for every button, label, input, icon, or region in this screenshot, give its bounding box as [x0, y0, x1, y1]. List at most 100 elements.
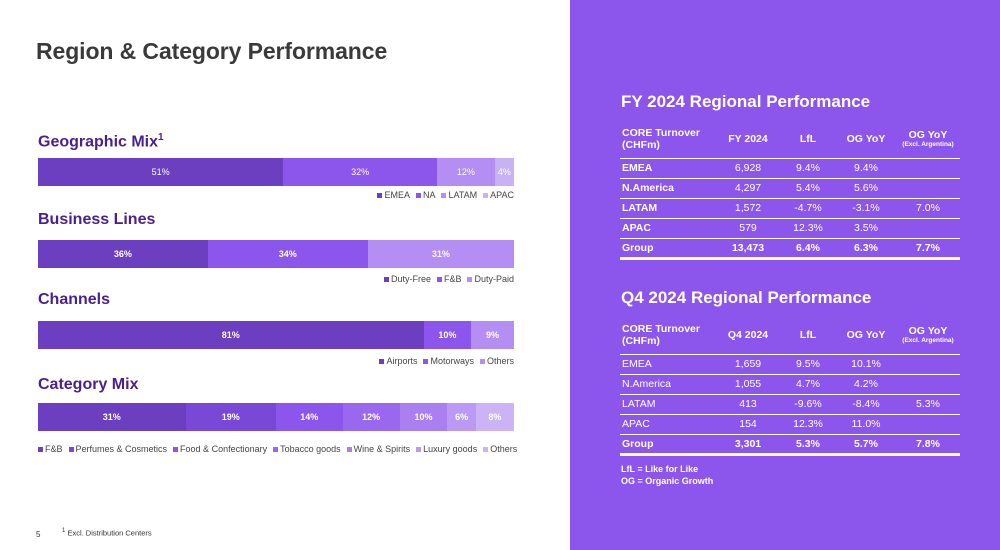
geographic-mix-legend: EMEA NA LATAM APAC: [377, 190, 514, 200]
table-row: LATAM 1,572 -4.7% -3.1% 7.0%: [620, 198, 960, 219]
cell-og-excl: [896, 414, 960, 435]
bar-segment-perfumes-cosmetics: 19%: [185, 403, 276, 431]
q4-performance-table: CORE Turnover (CHFm) Q4 2024 LfL OG YoY …: [620, 316, 960, 456]
geographic-mix-title: Geographic Mix1: [38, 132, 164, 151]
data-label: 4%: [497, 167, 511, 177]
cell-og: 4.2%: [836, 374, 896, 395]
legend-label: APAC: [490, 190, 514, 200]
cell-lfl: 9.5%: [780, 354, 836, 375]
q4-header-og: OG YoY: [846, 328, 886, 341]
fy-header-og-excl: OG YoY (Excl. Argentina): [896, 120, 960, 158]
legend-label: Food & Confectionary: [180, 444, 268, 454]
legend-item: Duty-Paid: [467, 274, 514, 284]
legend-label: Others: [486, 356, 514, 366]
legend-swatch: [273, 446, 279, 452]
cell-og: 11.0%: [836, 414, 896, 435]
cell-og: -3.1%: [836, 198, 896, 219]
cell-turnover: 4,297: [716, 178, 780, 199]
fy-header-og: OG YoY: [846, 132, 886, 145]
cell-og: 9.4%: [836, 158, 896, 179]
cell-lfl: 12.3%: [780, 414, 836, 435]
bar-segment-latam: 12%: [437, 158, 495, 186]
table-row: APAC 154 12.3% 11.0%: [620, 414, 960, 435]
cell-lfl: 4.7%: [780, 374, 836, 395]
cell-lfl: -9.6%: [780, 394, 836, 415]
category-mix-bar: 31% 19% 14% 12% 10% 6% 8%: [38, 403, 514, 431]
legend-label: F&B: [443, 274, 462, 284]
table-row: N.America 1,055 4.7% 4.2%: [620, 374, 960, 395]
page-title: Region & Category Performance: [36, 38, 388, 64]
legend-item: Others: [483, 444, 517, 454]
cell-turnover: 154: [716, 414, 780, 435]
legend-swatch: [68, 446, 74, 452]
cell-turnover: 413: [716, 394, 780, 415]
cell-region: N.America: [620, 178, 716, 199]
cell-og: 3.5%: [836, 218, 896, 239]
fy-header-lfl: LfL: [799, 132, 817, 145]
cell-turnover: 13,473: [716, 238, 780, 260]
fy-table-body: EMEA 6,928 9.4% 9.4% N.America 4,297 5.4% 5.6% L…: [620, 158, 960, 260]
bar-segment-f-b: 34%: [207, 240, 368, 268]
bar-segment-luxury-goods: 6%: [447, 403, 476, 431]
legend-label: Luxury goods: [423, 444, 478, 454]
cell-region: EMEA: [620, 354, 716, 375]
legend-swatch: [38, 446, 43, 452]
q4-table-body: EMEA 1,659 9.5% 10.1% N.America 1,055 4.7% 4.2%…: [620, 354, 960, 456]
cell-region: N.America: [620, 374, 716, 395]
legend-label: Others: [490, 444, 518, 454]
bar-segment-motorways: 10%: [423, 321, 472, 349]
legend-item: LATAM: [441, 190, 477, 200]
q4-table-title: Q4 2024 Regional Performance: [621, 288, 872, 307]
cell-lfl: 12.3%: [780, 218, 836, 239]
legend-swatch: [483, 446, 489, 452]
q4-header-turnover: Q4 2024: [727, 328, 769, 341]
legend-swatch: [416, 446, 422, 452]
data-label: 14%: [300, 412, 319, 422]
legend-label: NA: [422, 190, 436, 200]
legend-label: Wine & Spirits: [353, 444, 411, 454]
cell-lfl: 5.4%: [780, 178, 836, 199]
fy-header-og-excl-sub: (Excl. Argentina): [902, 141, 954, 149]
cell-og-excl: [896, 374, 960, 395]
data-label: 81%: [221, 330, 240, 340]
q4-header-og-excl: OG YoY (Excl. Argentina): [896, 316, 960, 354]
channels-bar: 81% 10% 9%: [38, 321, 514, 349]
bar-segment-food-confectionary: 14%: [275, 403, 343, 431]
legend-swatch: [441, 192, 447, 198]
legend-swatch: [483, 192, 489, 198]
legend-swatch: [479, 358, 485, 364]
data-label: 31%: [102, 412, 121, 422]
data-label: 12%: [362, 412, 381, 422]
cell-og: 5.6%: [836, 178, 896, 199]
bar-segment-apac: 4%: [494, 158, 514, 186]
data-label: 12%: [456, 167, 475, 177]
note-lfl: LfL = Like for Like: [621, 464, 699, 474]
cell-og-excl: 7.7%: [896, 238, 960, 260]
legend-label: Airports: [386, 356, 418, 366]
bar-segment-na: 32%: [283, 158, 438, 186]
data-label: 8%: [488, 412, 502, 422]
legend-swatch: [423, 358, 429, 364]
legend-label: F&B: [45, 444, 63, 454]
legend-item: APAC: [483, 190, 514, 200]
table-row: N.America 4,297 5.4% 5.6%: [620, 178, 960, 199]
footnote-mark: 1: [62, 528, 66, 534]
table-row: EMEA 6,928 9.4% 9.4%: [620, 158, 960, 179]
q4-header-og-excl-label: OG YoY: [908, 325, 948, 338]
fy-table-header-row: CORE Turnover (CHFm) FY 2024 LfL OG YoY …: [620, 120, 960, 158]
cell-region: Group: [620, 238, 716, 260]
legend-swatch: [173, 446, 179, 452]
cell-turnover: 6,928: [716, 158, 780, 179]
page-number: 5: [36, 530, 41, 539]
data-label: 36%: [113, 249, 132, 259]
cell-og-excl: [896, 354, 960, 375]
channels-legend: Airports Motorways Others: [379, 356, 514, 366]
legend-swatch: [383, 276, 389, 282]
legend-label: Duty-Paid: [474, 274, 514, 284]
cell-turnover: 1,055: [716, 374, 780, 395]
bar-segment-duty-free: 36%: [38, 240, 208, 268]
channels-title: Channels: [38, 291, 111, 308]
cell-turnover: 1,659: [716, 354, 780, 375]
legend-item: Luxury goods: [416, 444, 477, 454]
data-label: 51%: [151, 167, 170, 177]
